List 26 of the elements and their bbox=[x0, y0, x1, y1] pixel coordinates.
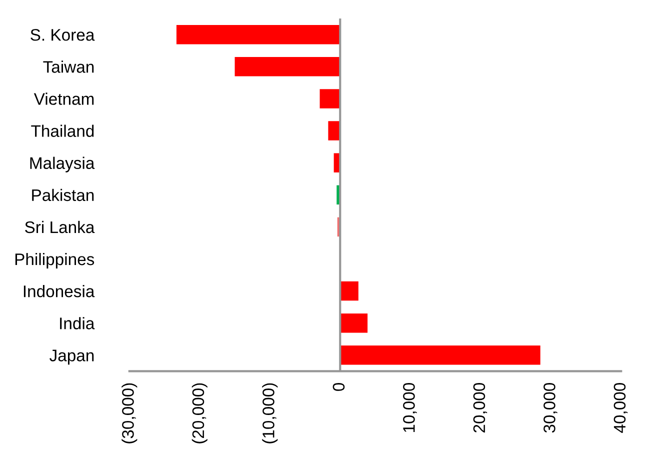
y-tick-label: Pakistan bbox=[32, 188, 94, 202]
y-tick-label: Philippines bbox=[15, 252, 94, 268]
y-tick-label: Thailand bbox=[31, 124, 94, 137]
y-tick-label: Vietnam bbox=[34, 92, 94, 105]
x-tick-label: 0 bbox=[332, 382, 345, 391]
x-tick-label: (20,000) bbox=[192, 383, 208, 444]
x-tick-label: 20,000 bbox=[473, 382, 488, 432]
x-tick-label: (30,000) bbox=[122, 383, 138, 444]
y-tick-label: S. Korea bbox=[30, 28, 95, 41]
bar bbox=[328, 121, 340, 140]
bar bbox=[340, 346, 540, 365]
bar bbox=[340, 281, 358, 301]
x-tick-label: 30,000 bbox=[544, 382, 558, 433]
x-tick-label: (10,000) bbox=[262, 383, 278, 444]
y-tick-label: Malaysia bbox=[30, 156, 95, 172]
y-tick-label: India bbox=[60, 317, 95, 330]
y-tick-label: Taiwan bbox=[43, 60, 94, 73]
y-tick-label: Indonesia bbox=[24, 285, 95, 298]
y-tick-label: Sri Lanka bbox=[25, 220, 95, 234]
bar bbox=[340, 313, 368, 333]
bar bbox=[234, 57, 340, 76]
bar bbox=[176, 24, 340, 44]
x-tick-label: 40,000 bbox=[614, 382, 628, 433]
y-tick-label: Japan bbox=[50, 350, 94, 365]
x-tick-label: 10,000 bbox=[403, 382, 417, 432]
bar bbox=[320, 89, 340, 108]
